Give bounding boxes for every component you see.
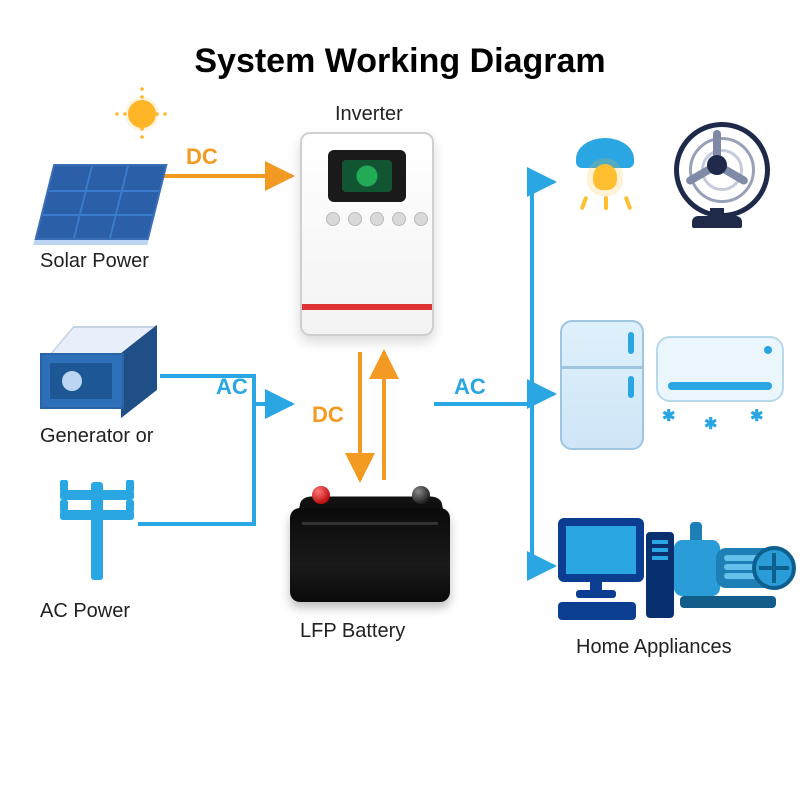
battery-icon	[286, 490, 456, 610]
diagram-title: System Working Diagram	[0, 42, 800, 81]
flow-label-ac-in: AC	[216, 374, 248, 400]
flow-label-ac-out: AC	[454, 374, 486, 400]
inverter-screen-icon	[328, 150, 406, 202]
inverter-label: Inverter	[335, 103, 403, 126]
generator-label: Generator or	[40, 425, 153, 448]
fan-icon	[668, 122, 768, 232]
sun-icon	[128, 100, 156, 128]
ac-power-label: AC Power	[40, 600, 130, 623]
air-conditioner-icon: ✱ ✱ ✱	[656, 336, 784, 402]
fridge-icon	[560, 320, 644, 450]
solar-panel-icon	[44, 146, 164, 241]
appliances-label: Home Appliances	[576, 636, 732, 659]
solar-label: Solar Power	[40, 250, 149, 273]
inverter-buttons-icon	[326, 212, 428, 226]
diagram-stage: System Working Diagram DC AC DC AC	[0, 0, 800, 800]
inverter-node	[300, 132, 434, 336]
lamp-icon	[560, 134, 650, 224]
flow-label-dc2: DC	[312, 402, 344, 428]
arrow-ac-trunk	[434, 182, 532, 404]
pump-icon	[670, 522, 790, 622]
computer-icon	[554, 518, 674, 623]
generator-icon	[48, 320, 168, 420]
power-pole-icon	[54, 470, 138, 590]
battery-label: LFP Battery	[300, 620, 405, 643]
flow-label-dc1: DC	[186, 144, 218, 170]
